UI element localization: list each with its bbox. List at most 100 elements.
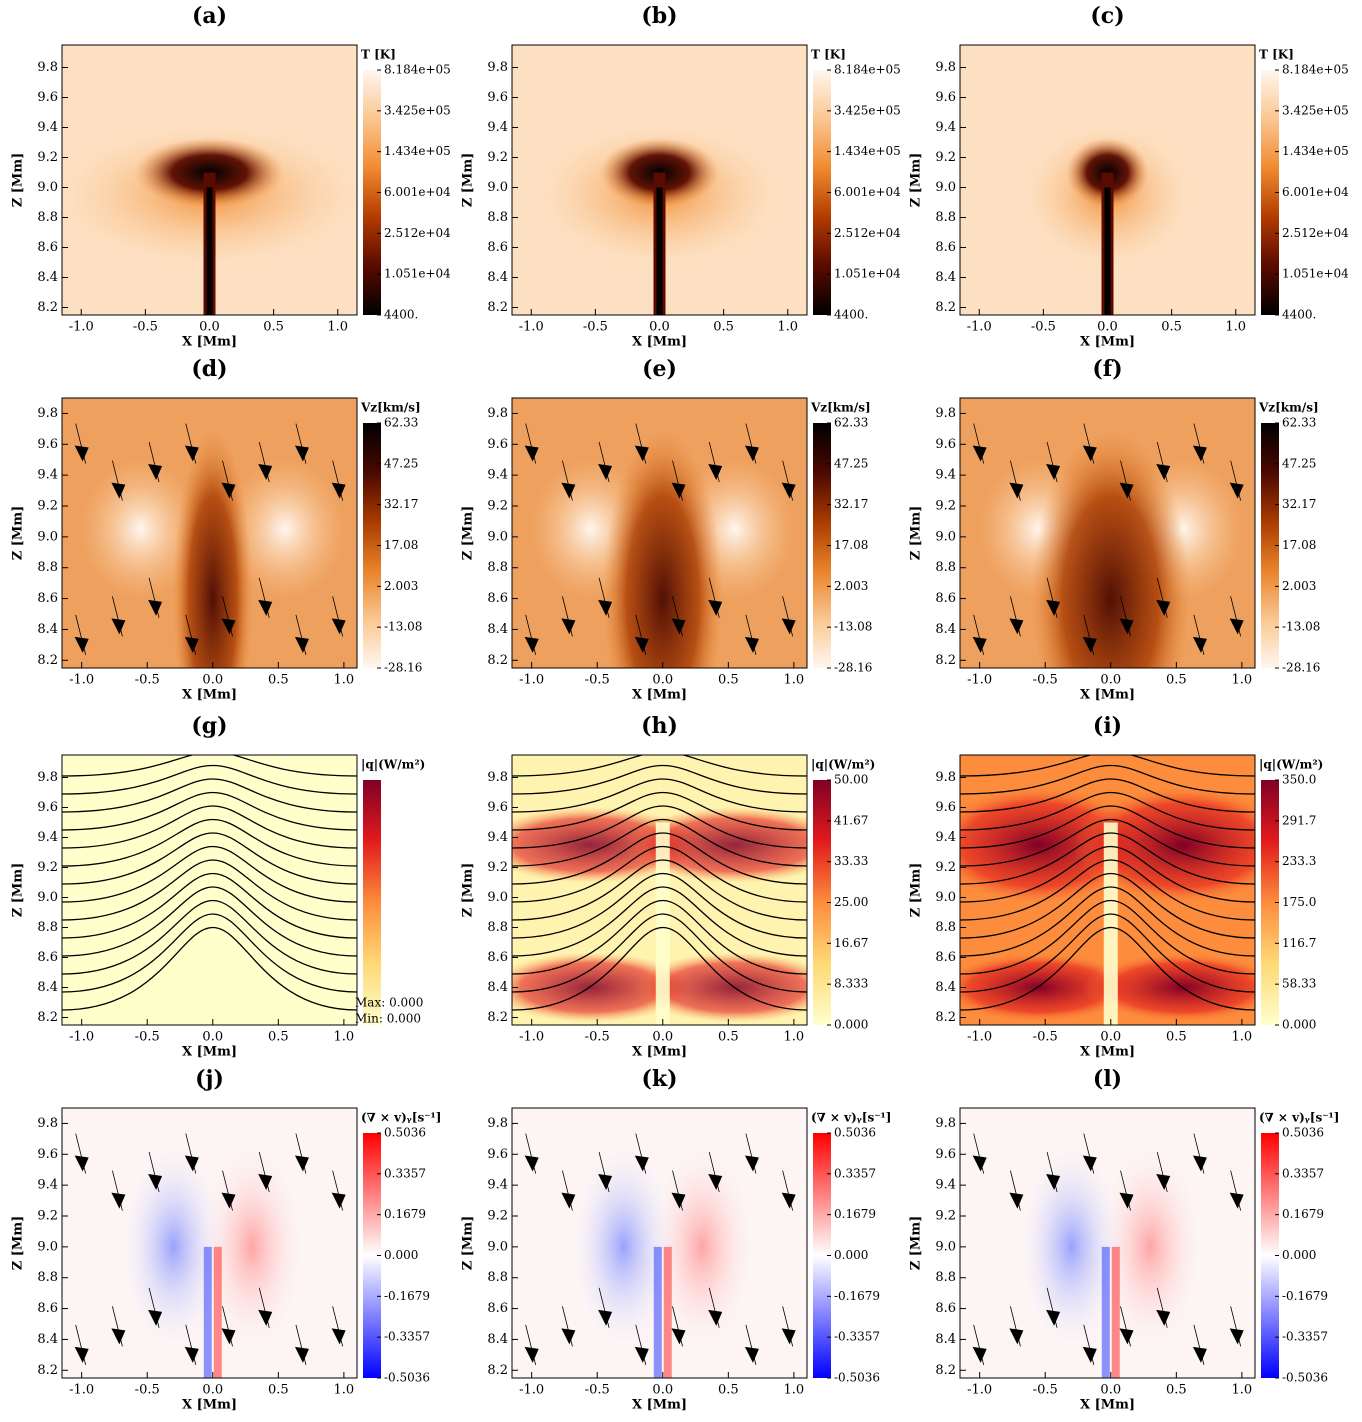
velocity-arrow [221,618,236,635]
velocity-arrow [331,1328,346,1345]
y-tick-label: 9.4 [935,468,956,483]
y-tick-label: 9.8 [37,406,58,421]
y-tick-label: 8.4 [487,1332,508,1347]
velocity-arrow [1009,618,1024,635]
velocity-arrow [1046,599,1061,616]
y-tick-label: 8.4 [37,980,58,995]
x-tick-label: -1.0 [69,1383,94,1398]
colorbar-tick-label: 0.5036 [1282,1126,1324,1140]
colorbar-tick-label: 0.3357 [834,1166,876,1180]
colorbar-tick-label: 0.000 [1282,1248,1316,1262]
y-tick-label: 8.2 [935,653,956,668]
heatmap-pos [1111,1246,1120,1378]
x-tick-label: 1.0 [1232,673,1253,688]
x-axis-label: X [Mm] [632,1045,687,1060]
field-line [62,818,357,867]
y-tick-label: 9.2 [935,499,956,514]
colorbar-tick-label: -0.3357 [1282,1330,1328,1344]
panel-title: (e) [642,356,677,382]
velocity-arrow [258,1174,273,1191]
y-tick-label: 8.2 [487,1010,508,1025]
y-tick-label: 8.2 [37,653,58,668]
velocity-arrow [671,1192,686,1209]
y-tick-label: 9.0 [935,890,956,905]
y-axis-label: Z [Mm] [461,1216,476,1270]
colorbar-label: T [K] [361,48,396,62]
y-tick-label: 9.0 [935,1239,956,1254]
x-tick-label: 1.0 [1232,1030,1253,1045]
velocity-arrow [1082,1155,1097,1172]
plot-frame [61,397,358,669]
x-tick-label: 1.0 [784,1030,805,1045]
velocity-arrow [111,1328,126,1345]
colorbar-tick-label: 17.08 [834,538,868,552]
x-tick-label: 1.0 [334,1030,355,1045]
field-line [512,886,807,957]
velocity-arrow [524,1155,539,1172]
y-tick-label: 8.2 [37,300,58,315]
y-axis-label: Z [Mm] [909,1216,924,1270]
y-tick-label: 8.8 [37,560,58,575]
heatmap-hot [960,952,1139,1023]
velocity-arrow [331,618,346,635]
panel-title: (j) [195,1066,224,1092]
y-axis-label: Z [Mm] [461,506,476,560]
x-axis-label: X [Mm] [632,335,687,350]
plot-frame [61,754,358,1026]
velocity-arrow [258,1309,273,1326]
velocity-arrow [708,599,723,616]
colorbar-tick-label: 3.425e+05 [834,103,901,117]
velocity-arrow [634,1346,649,1363]
colorbar-tick-label: 0.1679 [1282,1207,1324,1221]
x-tick-label: 0.5 [718,1030,739,1045]
x-tick-label: 0.5 [268,673,289,688]
heatmap [960,398,1255,668]
y-tick-label: 9.4 [935,1178,956,1193]
y-tick-label: 8.6 [37,240,58,255]
heatmap-stem [206,187,213,315]
y-tick-label: 9.6 [935,90,956,105]
field-line [512,872,807,939]
y-tick-label: 8.6 [935,591,956,606]
y-tick-label: 8.8 [935,1270,956,1285]
field-line [960,886,1255,957]
x-tick-label: -1.0 [519,1383,544,1398]
colorbar-label: Vz[km/s] [1258,401,1319,415]
y-tick-label: 8.8 [37,210,58,225]
velocity-arrow [331,482,346,499]
velocity-arrow [74,445,89,462]
velocity-arrow [671,618,686,635]
field-line [960,755,1255,777]
x-tick-label: -1.0 [967,673,992,688]
colorbar-tick-label: -28.16 [384,661,422,675]
x-tick-label: -0.5 [1033,673,1058,688]
colorbar-tick-label: 62.33 [1282,416,1316,430]
velocity-arrow [74,636,89,653]
velocity-arrow [524,1346,539,1363]
y-tick-label: 9.2 [487,150,508,165]
colorbar-tick-label: -13.08 [1282,620,1320,634]
velocity-arrow [972,1346,987,1363]
velocity-arrow [744,1155,759,1172]
velocity-arrow [708,1309,723,1326]
x-axis-label: X [Mm] [632,688,687,703]
y-tick-label: 8.8 [935,210,956,225]
panel-title: (a) [192,3,227,29]
field-line [62,832,357,885]
colorbar-tick-label: 116.7 [1282,936,1316,950]
heatmap-neg [568,1136,679,1357]
colorbar-tick-label: 0.000 [1282,1018,1316,1032]
velocity-arrow [1192,445,1207,462]
field-line [512,859,807,921]
colorbar-label: |q|(W/m²) [1259,758,1323,772]
colorbar-tick-label: 8.184e+05 [1282,63,1349,77]
velocity-arrow [221,1328,236,1345]
y-tick-label: 8.2 [487,1363,508,1378]
colorbar [813,423,831,668]
velocity-arrow [1192,1346,1207,1363]
panel-title: (k) [641,1066,677,1092]
colorbar-tick-label: 3.425e+05 [384,103,451,117]
y-tick-label: 9.2 [487,860,508,875]
y-tick-label: 8.4 [487,270,508,285]
velocity-arrow [148,1309,163,1326]
